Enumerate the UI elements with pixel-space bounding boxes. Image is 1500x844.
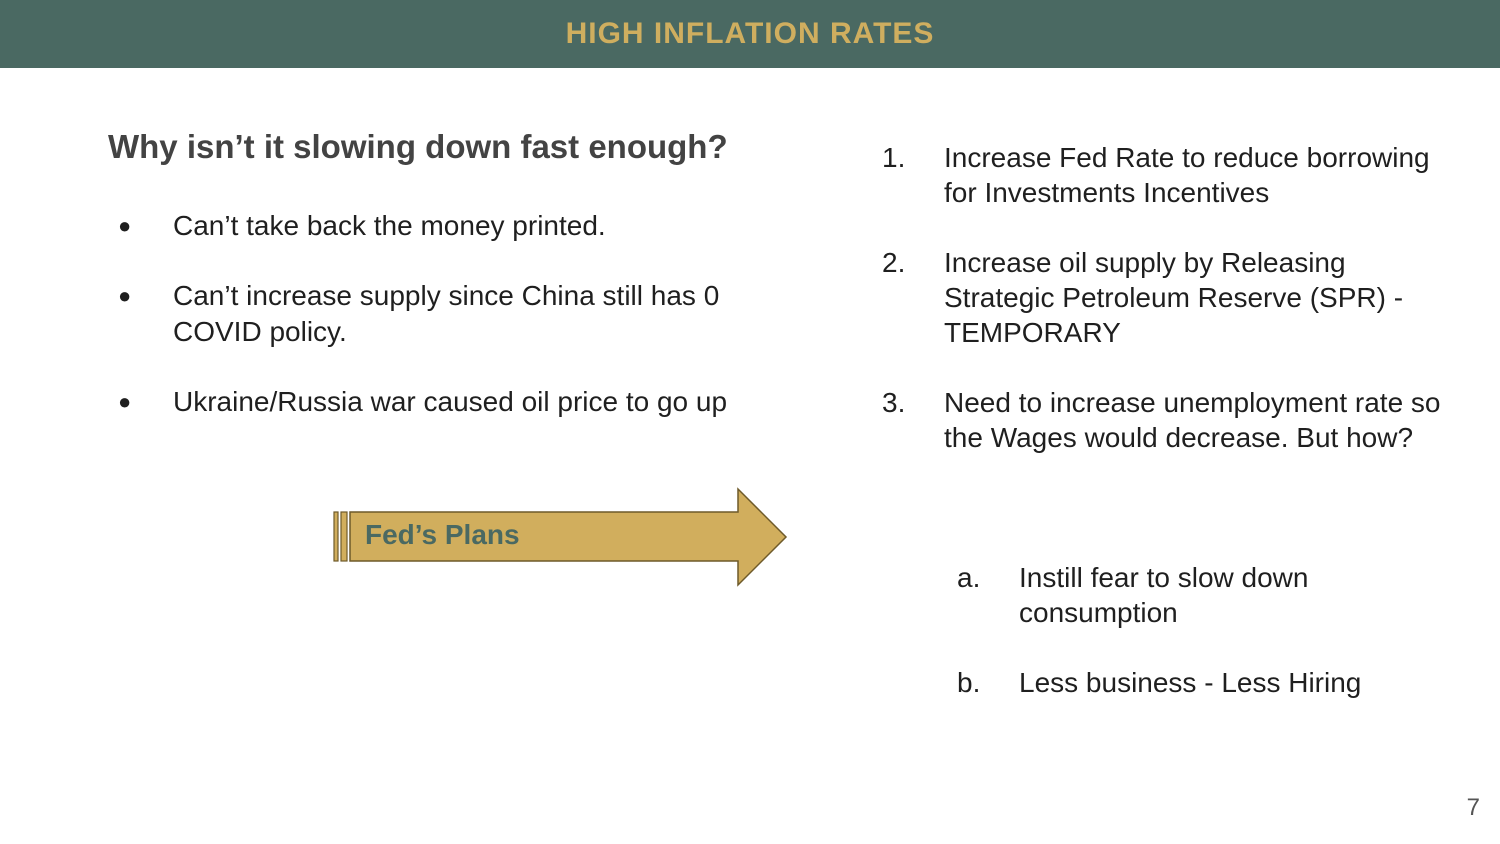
bullet-dot-icon: ● (118, 389, 132, 414)
sub-item-text: Instill fear to slow down consumption (1019, 562, 1309, 628)
numbered-item: 1. Increase Fed Rate to reduce borrowing… (882, 140, 1442, 210)
arrow-stripe (340, 511, 348, 562)
bullet-text: Can’t take back the money printed. (173, 210, 606, 241)
item-text: Increase oil supply by Releasing Strateg… (944, 247, 1404, 348)
item-number: 2. (882, 247, 906, 278)
numbered-item: 3. Need to increase unemployment rate so… (882, 385, 1442, 455)
sub-item: a. Instill fear to slow down consumption (957, 560, 1457, 630)
bullet-item: ● Ukraine/Russia war caused oil price to… (110, 384, 790, 420)
slide-title: HIGH INFLATION RATES (565, 17, 935, 50)
sub-list: a. Instill fear to slow down consumption… (957, 560, 1457, 735)
item-number: 3. (882, 387, 906, 418)
arrow-stripe (333, 511, 339, 562)
page-number: 7 (1466, 794, 1480, 821)
arrow-body (349, 487, 788, 587)
feds-plans-arrow-icon (333, 487, 788, 587)
question-heading: Why isn’t it slowing down fast enough? (108, 128, 728, 165)
item-text: Increase Fed Rate to reduce borrowing fo… (944, 142, 1430, 208)
bullet-text: Can’t increase supply since China still … (173, 280, 720, 347)
bullet-item: ● Can’t take back the money printed. (110, 208, 790, 244)
sub-item-letter: b. (957, 667, 981, 698)
header-bar (0, 0, 1500, 68)
bullet-dot-icon: ● (118, 213, 132, 238)
bullet-text: Ukraine/Russia war caused oil price to g… (173, 386, 728, 417)
sub-item: b. Less business - Less Hiring (957, 665, 1457, 700)
sub-item-text: Less business - Less Hiring (1019, 667, 1362, 698)
numbered-list: 1. Increase Fed Rate to reduce borrowing… (882, 140, 1442, 490)
item-text: Need to increase unemployment rate so th… (944, 387, 1441, 453)
bullet-item: ● Can’t increase supply since China stil… (110, 278, 790, 350)
bullet-list: ● Can’t take back the money printed. ● C… (110, 208, 790, 454)
arrow-label: Fed’s Plans (365, 519, 520, 550)
bullet-dot-icon: ● (118, 283, 132, 308)
numbered-item: 2. Increase oil supply by Releasing Stra… (882, 245, 1442, 350)
item-number: 1. (882, 142, 906, 173)
sub-item-letter: a. (957, 562, 981, 593)
